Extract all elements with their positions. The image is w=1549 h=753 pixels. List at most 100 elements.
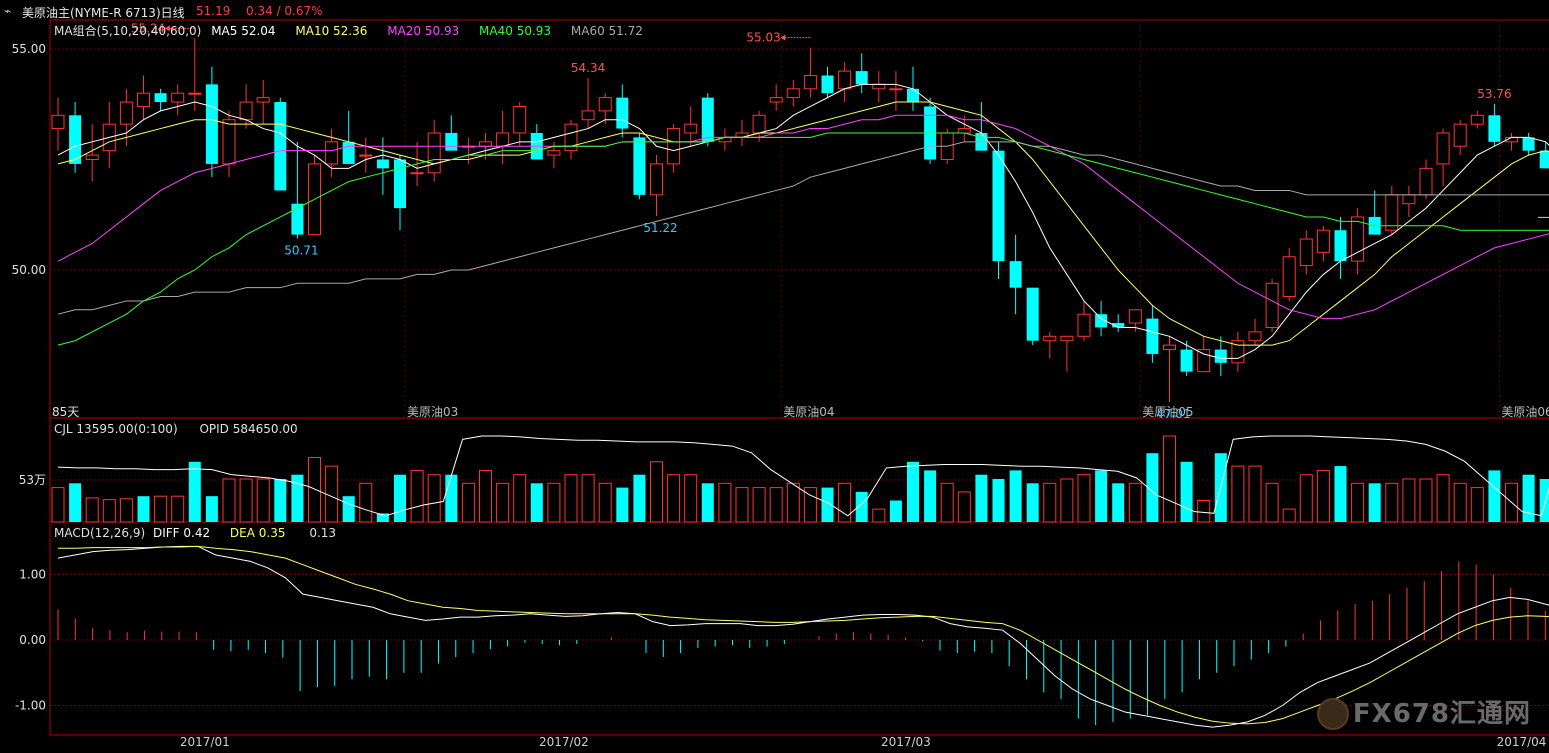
candle-body [872, 83, 886, 90]
candle-body [564, 123, 578, 152]
watermark: FX678汇通网 [1316, 693, 1531, 730]
candle-body [684, 123, 698, 134]
ma5-line [57, 83, 1549, 359]
candle-body [1009, 261, 1022, 288]
volume-bar [291, 474, 304, 522]
volume-bar [1316, 469, 1330, 523]
candle-body [957, 128, 971, 134]
volume-bar [872, 508, 886, 523]
header-title: 美原油主(NYME-R 6713)日线 [22, 6, 185, 20]
candle-body [650, 163, 663, 196]
volume-bar [1095, 470, 1108, 522]
candle-body [51, 114, 65, 130]
ma20-line [57, 114, 1549, 320]
candle-body [188, 92, 202, 95]
period-label: 85天 [52, 405, 80, 419]
candle-body [1436, 132, 1450, 165]
candle-body [1077, 313, 1091, 337]
open-interest-line [57, 435, 1549, 517]
candle-body [171, 92, 185, 103]
volume-bar [1385, 482, 1399, 523]
candle-body [154, 93, 167, 103]
candle-body [838, 70, 852, 90]
cjl-label: CJL 13595.00(0:100) [54, 422, 178, 436]
volume-bar [205, 496, 218, 522]
price-tick-label: 50.00 [12, 263, 46, 277]
volume-bar [786, 482, 800, 523]
volume-bar [102, 499, 116, 523]
volume-bar [154, 495, 168, 523]
candle-body [598, 97, 612, 112]
price-annotation: 51.22 [643, 221, 677, 235]
volume-bar [1522, 474, 1535, 522]
volume-bar [69, 483, 82, 522]
contract-label: 美原油03 [407, 405, 458, 419]
volume-bar [1043, 482, 1057, 523]
candle-body [1351, 216, 1365, 262]
back-arrow-icon[interactable]: ⌁ [4, 4, 12, 18]
volume-bar [1197, 500, 1211, 523]
contract-label: 美原油05 [1142, 405, 1193, 419]
macd-tick-label: 1.00 [19, 568, 46, 582]
candle-body [889, 88, 903, 91]
volume-bar [924, 470, 937, 522]
price-annotation: 53.76 [1477, 87, 1511, 101]
volume-bar [581, 474, 595, 523]
candle-body [667, 128, 681, 165]
candle-body [274, 102, 287, 191]
candle-body [427, 132, 441, 174]
date-tick-label: 2017/04 [1497, 735, 1547, 749]
diff-label: DIFF 0.42 [152, 526, 211, 540]
ma10-label: MA10 52.36 [295, 24, 368, 38]
volume-bar [684, 474, 698, 523]
volume-bar [376, 513, 389, 522]
date-tick-label: 2017/02 [539, 735, 589, 749]
volume-bar [769, 487, 783, 523]
price-annotation: 50.71 [284, 244, 318, 258]
volume-bar [308, 457, 321, 523]
candle-body [1248, 331, 1262, 342]
candle-body [1334, 230, 1347, 262]
volume-bar [513, 474, 527, 523]
candle-body [1197, 349, 1211, 373]
candle-body [1214, 349, 1227, 363]
candle-body [1095, 314, 1108, 328]
volume-bar [359, 482, 373, 523]
candle-body [1385, 194, 1399, 231]
candle-body [239, 101, 253, 121]
macd-name-label: MACD(12,26,9) [54, 526, 146, 540]
header-price: 51.19 [196, 4, 231, 18]
candle-body [633, 137, 646, 195]
candle-body [1470, 114, 1484, 125]
volume-bar [855, 491, 868, 522]
price-annotation: 54.34 [571, 61, 605, 75]
candle-body [1146, 318, 1159, 354]
candle-body [547, 150, 561, 156]
volume-bar [51, 487, 65, 523]
macd-value-label: 0.13 [309, 526, 337, 540]
volume-bar [1163, 435, 1176, 523]
price-annotation: 47.01 [1156, 407, 1190, 421]
candle-body [855, 71, 868, 85]
candle-body [752, 114, 766, 134]
volume-bar [667, 474, 681, 523]
volume-bar [821, 487, 834, 522]
macd-diff-line [57, 545, 1549, 728]
macd-tick-label: 0.00 [19, 633, 46, 647]
ma-legend: MA组合(5,10,20,40,60,0) MA5 52.04 MA10 52.… [54, 22, 643, 39]
volume-bar [1146, 453, 1159, 522]
candle-body [769, 97, 783, 103]
candle-body [256, 97, 270, 103]
candle-body [479, 141, 492, 147]
candle-body [1419, 167, 1433, 196]
volume-bar [461, 482, 475, 523]
volume-bar [1351, 482, 1365, 523]
volume-bar [992, 479, 1005, 522]
watermark-text: FX678汇通网 [1352, 698, 1531, 729]
volume-bar [325, 465, 339, 523]
candle-body [821, 75, 834, 94]
volume-bar [735, 487, 749, 523]
volume-bar [274, 479, 287, 522]
candle-body [1180, 349, 1193, 372]
